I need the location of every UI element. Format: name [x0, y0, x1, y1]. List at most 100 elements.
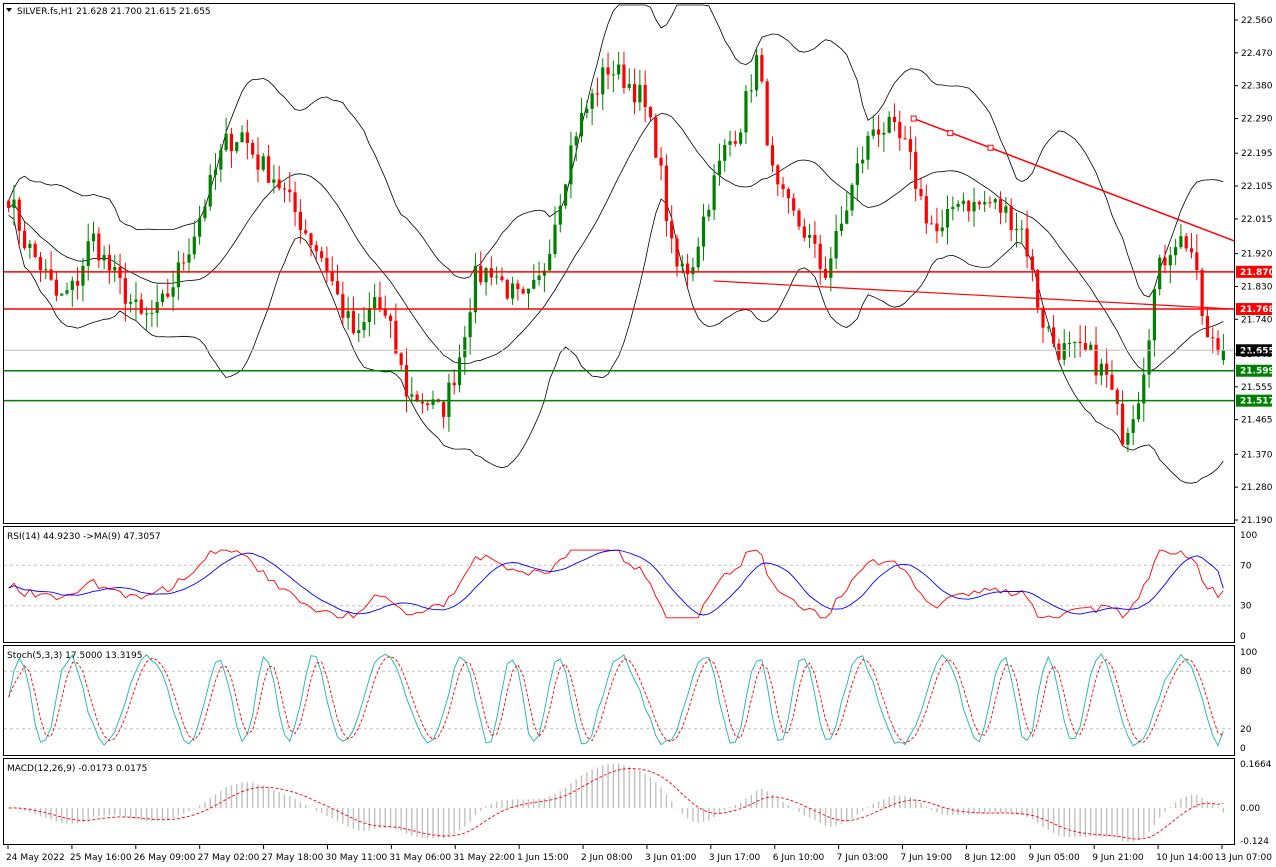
bollinger-upper-band [8, 4, 1224, 298]
candle-body [548, 254, 552, 271]
candle-body [829, 258, 833, 278]
descending-resistance-trendline [913, 117, 1235, 242]
candle-body [76, 280, 80, 286]
candle-body [1030, 256, 1034, 270]
candle-body [213, 169, 218, 175]
candle-body [871, 129, 875, 136]
candle-body [733, 141, 737, 144]
candle-body [728, 141, 732, 145]
candle-body [378, 297, 382, 309]
candle-body [155, 301, 159, 313]
candle-body [1168, 255, 1172, 266]
time-tick-label: 31 May 06:00 [389, 853, 451, 863]
candle-body [1216, 338, 1220, 352]
candle-body [144, 313, 149, 315]
candle-body [1073, 341, 1077, 343]
candle-body [866, 135, 870, 160]
candle-body [415, 394, 419, 402]
candle-body [1163, 257, 1167, 266]
candle-body [972, 201, 976, 212]
rsi-panel[interactable] [3, 526, 1235, 643]
candle-body [993, 199, 997, 203]
level-price-label: 21.599 [1240, 367, 1275, 377]
candle-body [845, 210, 849, 224]
candle-body [410, 394, 414, 397]
candle-body [717, 160, 722, 176]
candle-body [1078, 341, 1082, 344]
candle-body [988, 202, 992, 204]
time-tick-label: 27 May 18:00 [262, 853, 324, 863]
candle-body [473, 265, 478, 313]
candle-body [765, 81, 769, 146]
stoch-panel[interactable] [3, 645, 1235, 756]
candle-body [1110, 374, 1114, 390]
candle-body [256, 154, 260, 170]
candle-body [797, 210, 801, 227]
time-tick-label: 3 Jun 17:00 [709, 853, 761, 863]
candle-body [802, 226, 806, 238]
candle-body [521, 289, 525, 294]
candle-body [442, 401, 446, 417]
stoch-tick-label: 0 [1240, 744, 1246, 754]
candle-body [998, 199, 1003, 213]
candle-body [1131, 419, 1135, 433]
current-price-label: 21.655 [1240, 346, 1275, 356]
candle-body [468, 312, 472, 338]
candle-body [505, 279, 509, 299]
candle-body [834, 230, 838, 259]
candle-body [325, 257, 329, 272]
candle-body [537, 275, 541, 280]
candle-body [712, 175, 716, 210]
candle-body [123, 278, 127, 304]
candle-body [383, 308, 387, 316]
candle-body [261, 156, 265, 170]
candle-body [930, 223, 934, 225]
candle-body [1115, 389, 1119, 404]
candle-body [404, 365, 409, 397]
level-price-label: 21.768 [1240, 305, 1275, 315]
trendline-anchor [987, 144, 994, 151]
candle-body [489, 268, 493, 278]
candle-body [940, 227, 944, 232]
price-tick-label: 21.370 [1241, 450, 1273, 460]
candle-body [956, 203, 960, 207]
price-tick-label: 21.645 [1241, 350, 1273, 360]
current-price-label-box [1236, 344, 1272, 357]
candle-body [314, 245, 318, 252]
candle-body [1158, 257, 1162, 290]
macd-lines [8, 763, 1225, 843]
candle-body [182, 262, 186, 264]
rsi-label: RSI(14) 44.9230 ->MA(9) 47.3057 [7, 532, 161, 542]
axes: 22.560 22.470 22.380 22.290 22.195 22.105 22.0… [6, 16, 1273, 863]
candle-body [754, 55, 759, 91]
candle-body [1094, 344, 1098, 376]
trendlines [713, 115, 1235, 310]
candle-body [399, 353, 403, 366]
candle-body [97, 233, 101, 261]
collapse-triangle-icon[interactable] [6, 8, 12, 12]
candle-body [558, 205, 562, 225]
candle-body [150, 312, 154, 314]
time-tick-label: 13 Jun 07:00 [1215, 853, 1272, 863]
macd-panel[interactable] [3, 758, 1235, 845]
bollinger-lower-band [8, 198, 1224, 484]
time-tick-label: 2 Jun 08:00 [581, 853, 633, 863]
candle-body [516, 283, 520, 290]
candle-body [1052, 327, 1056, 344]
candle-body [240, 132, 244, 143]
candle-body [1089, 344, 1093, 351]
time-tick-label: 31 May 22:00 [453, 853, 515, 863]
candle-body [1195, 252, 1199, 271]
candle-body [22, 230, 27, 248]
candle-body [1057, 343, 1061, 360]
candle-body [574, 136, 578, 146]
candle-body [351, 311, 356, 334]
candle-body [373, 297, 377, 309]
candle-body [601, 67, 605, 95]
candle-body [564, 184, 568, 206]
candle-body [919, 188, 923, 197]
candle-body [282, 188, 287, 190]
main-price-panel[interactable] [3, 3, 1235, 524]
candle-body [44, 269, 48, 271]
